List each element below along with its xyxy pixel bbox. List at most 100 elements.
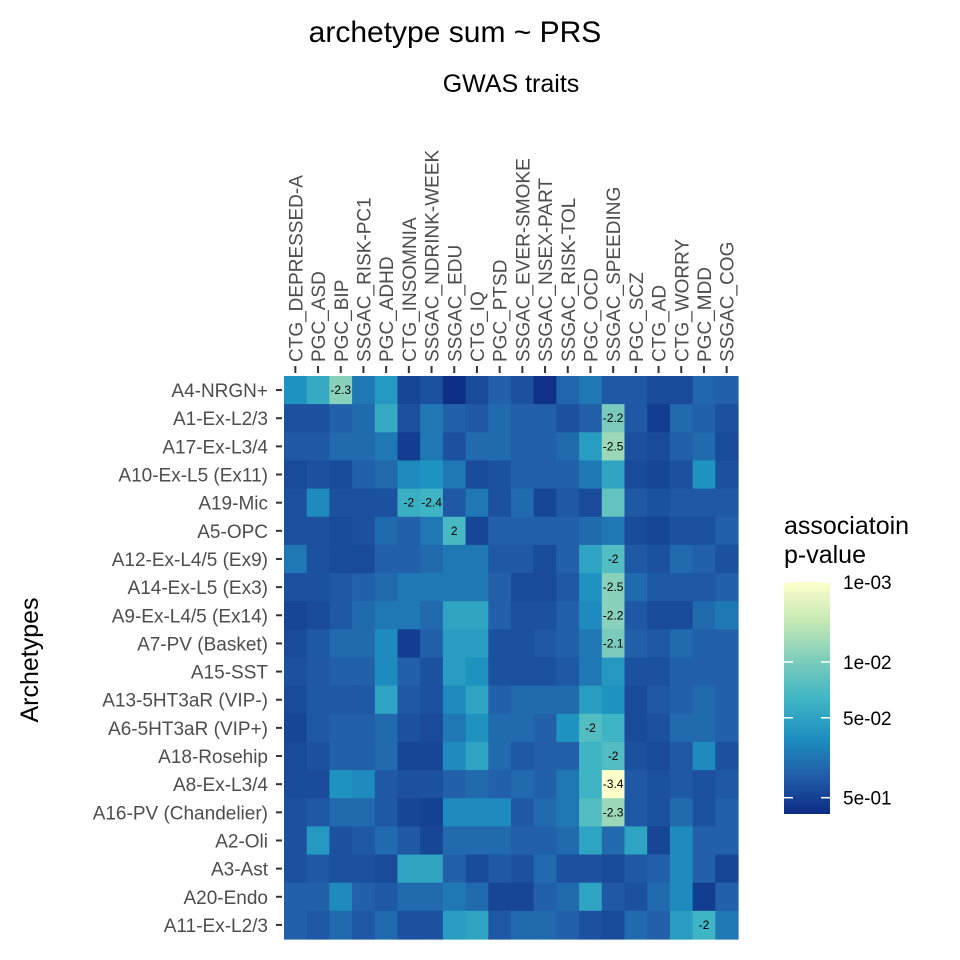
heatmap-cell (579, 404, 603, 433)
heatmap-cell (533, 629, 557, 659)
heatmap-cell (692, 629, 716, 659)
heatmap-cell (352, 488, 376, 518)
heatmap-cell (397, 685, 421, 715)
heatmap-cell (556, 629, 580, 659)
cell-value-label: -2.2 (603, 608, 624, 622)
legend-tick-label: 5e-02 (843, 709, 892, 730)
heatmap-cell (465, 376, 489, 405)
heatmap-cell (465, 770, 489, 799)
heatmap-cell (624, 854, 648, 884)
heatmap-cell (533, 432, 557, 462)
column-label: SSGAC_RISK-TOL (559, 198, 580, 362)
heatmap-cell (556, 488, 580, 518)
heatmap-cell (488, 629, 512, 659)
heatmap-cell (374, 573, 399, 602)
heatmap-cell (647, 798, 671, 827)
heatmap-cell (352, 854, 376, 884)
cell-value-label: -2 (404, 496, 415, 510)
row-label: A15-SST (191, 663, 268, 684)
heatmap-cell (511, 657, 535, 687)
heatmap-cell (397, 657, 421, 687)
heatmap-cell (329, 770, 353, 799)
heatmap-cell (556, 798, 580, 827)
heatmap-cell (533, 573, 557, 602)
heatmap-cell (465, 826, 489, 856)
heatmap-cell (601, 629, 626, 659)
heatmap-cell (397, 629, 421, 659)
column-label: PGC_OCD (581, 268, 602, 362)
column-label: CTG_AD (650, 285, 671, 362)
heatmap-cells (284, 376, 739, 940)
heatmap-cell (488, 488, 512, 518)
heatmap-cell (647, 404, 671, 433)
heatmap-cell (511, 910, 535, 940)
heatmap-cell (715, 544, 739, 574)
heatmap-cell (669, 854, 694, 884)
heatmap-cell (465, 629, 489, 659)
heatmap-cell (397, 910, 421, 940)
heatmap-cell (669, 826, 694, 856)
heatmap-cell (397, 573, 421, 602)
heatmap-cell (715, 376, 739, 405)
heatmap-cell (465, 404, 489, 433)
heatmap-cell (374, 854, 399, 884)
cell-value-label: -2.2 (603, 411, 624, 425)
heatmap-cell (579, 601, 603, 630)
heatmap-cell (624, 460, 648, 490)
heatmap-cell (669, 770, 694, 799)
heatmap-cell (465, 544, 489, 574)
heatmap-cell (601, 713, 626, 743)
heatmap-cell (715, 573, 739, 602)
heatmap-cell (442, 798, 467, 827)
heatmap-cell (647, 657, 671, 687)
legend: associatoin p-value 1e-03 1e-02 5e-02 5e-01 (784, 512, 909, 814)
heatmap-cell (306, 488, 330, 518)
heatmap-cell (352, 432, 376, 462)
heatmap-cell (329, 629, 353, 659)
heatmap-cell (579, 432, 603, 462)
heatmap-cell (488, 713, 512, 743)
heatmap-cell (306, 544, 330, 574)
heatmap-cell (306, 741, 330, 771)
heatmap-cell (352, 713, 376, 743)
column-label: SSGAC_RISK-PC1 (354, 197, 375, 362)
heatmap-cell (465, 460, 489, 490)
heatmap-cell (397, 741, 421, 771)
heatmap-cell (374, 376, 399, 405)
heatmap-cell (352, 516, 376, 546)
heatmap-cell (488, 910, 512, 940)
heatmap-cell (533, 770, 557, 799)
heatmap-cell (579, 516, 603, 546)
heatmap-cell (692, 516, 716, 546)
heatmap-cell (329, 657, 353, 687)
heatmap-cell (692, 573, 716, 602)
heatmap-cell (284, 460, 308, 490)
heatmap-cell (329, 798, 353, 827)
column-label: SSGAC_NSEX-PART (536, 178, 557, 362)
heatmap-cell (556, 713, 580, 743)
heatmap-cell (511, 460, 535, 490)
heatmap-cell (352, 376, 376, 405)
heatmap-cell (692, 544, 716, 574)
heatmap-cell (556, 826, 580, 856)
heatmap-cell (284, 798, 308, 827)
heatmap-cell (465, 910, 489, 940)
heatmap-cell (624, 573, 648, 602)
heatmap-cell (556, 882, 580, 912)
column-label: PGC_SCZ (627, 272, 648, 362)
heatmap-cell (715, 826, 739, 856)
heatmap-cell (647, 601, 671, 630)
heatmap-cell (647, 460, 671, 490)
heatmap-cell (533, 516, 557, 546)
heatmap-cell (442, 404, 467, 433)
heatmap-cell (284, 573, 308, 602)
heatmap-cell (579, 573, 603, 602)
legend-tick-label: 1e-03 (843, 573, 892, 594)
heatmap-cell (579, 798, 603, 827)
cell-value-label: -2.1 (603, 636, 624, 650)
heatmap-cell (442, 854, 467, 884)
heatmap-cell (511, 544, 535, 574)
heatmap-cell (669, 685, 694, 715)
heatmap-cell (692, 798, 716, 827)
heatmap-cell (692, 376, 716, 405)
